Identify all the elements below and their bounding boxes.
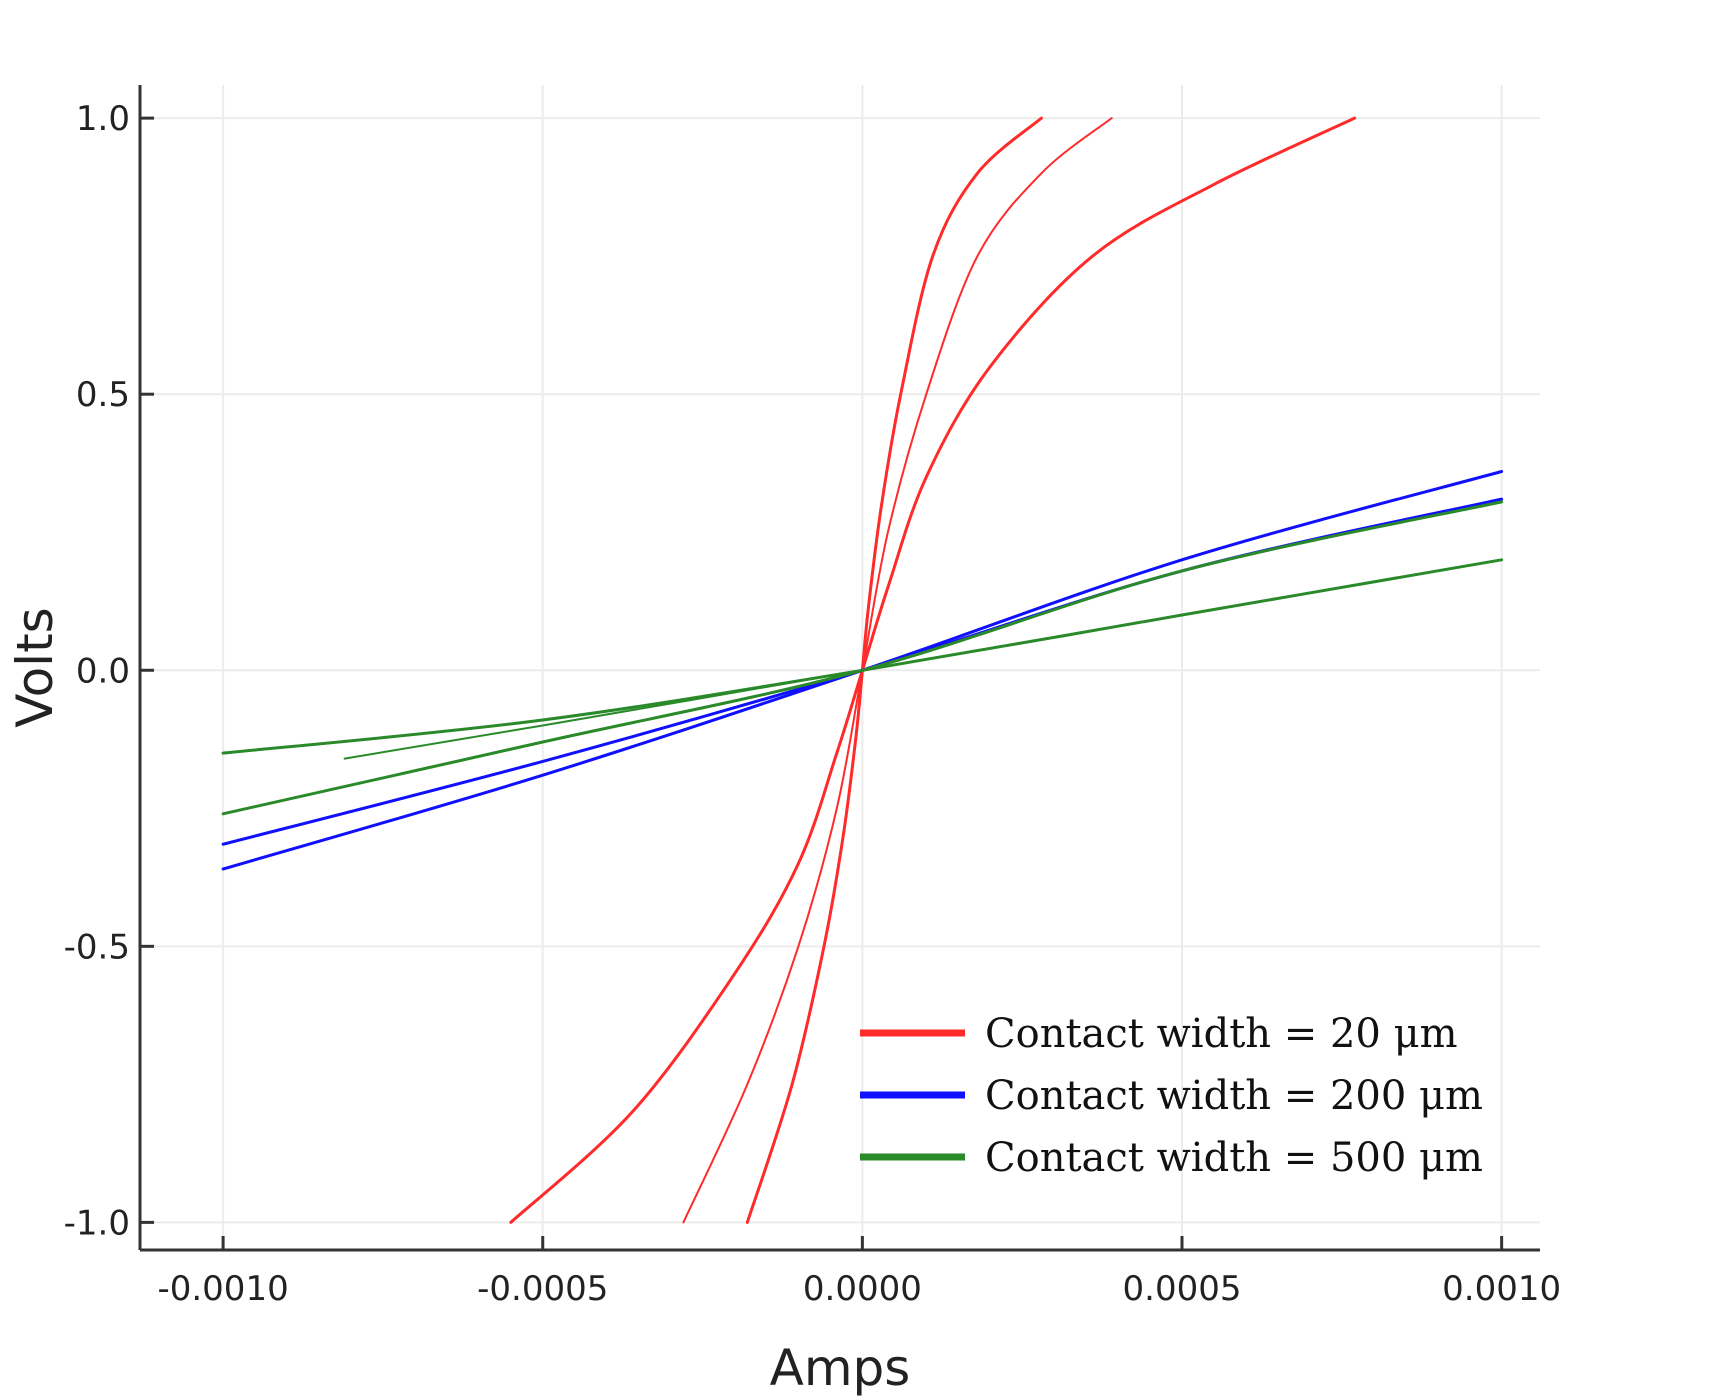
- y-tick-label: -1.0: [64, 1203, 130, 1243]
- series-line-1: [745, 116, 1043, 1224]
- x-tick-label: 0.0005: [1123, 1269, 1242, 1309]
- series-line-8: [343, 669, 864, 760]
- y-tick-label: -0.5: [64, 927, 130, 967]
- y-tick-label: 1.0: [76, 99, 130, 139]
- axes: [138, 85, 1540, 1252]
- x-tick-label: 0.0000: [803, 1269, 922, 1309]
- y-tick-label: 0.0: [76, 651, 130, 691]
- x-axis-label: Amps: [770, 1339, 911, 1397]
- legend-label-3: Contact width = 500 μm: [985, 1135, 1483, 1181]
- legend-label-2: Contact width = 200 μm: [985, 1073, 1483, 1119]
- y-tick-label: 0.5: [76, 375, 130, 415]
- x-tick-label: -0.0005: [477, 1269, 608, 1309]
- x-tick-label: 0.0010: [1442, 1269, 1561, 1309]
- x-tick-label: -0.0010: [157, 1269, 288, 1309]
- series-line-2: [682, 117, 1113, 1224]
- series-layer: [221, 116, 1504, 1224]
- y-axis-label: Volts: [6, 607, 64, 727]
- legend: Contact width = 20 μm Contact width = 200…: [860, 1011, 1483, 1181]
- tick-labels: -0.0010 -0.0005 0.0000 0.0005 0.0010 -1.0 -0.5…: [64, 99, 1561, 1309]
- legend-label-1: Contact width = 20 μm: [985, 1011, 1458, 1057]
- grid: [140, 85, 1540, 1250]
- series-line-3: [509, 116, 1357, 1224]
